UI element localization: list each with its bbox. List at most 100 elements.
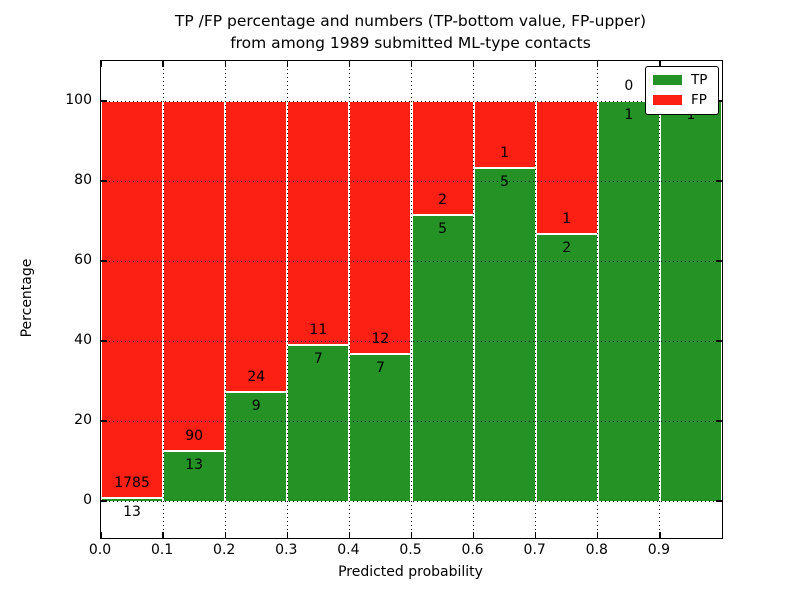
fp-count-label-0.3-0.4: 11: [309, 322, 328, 339]
chart-title-line1: TP /FP percentage and numbers (TP-bottom…: [174, 12, 647, 30]
bar-tp-0.4-0.5: [349, 353, 412, 501]
gridline-x-0.8: [597, 61, 599, 538]
bar-tp-0.1-0.2: [163, 450, 226, 501]
fp-count-label-0.8-0.9: 0: [624, 78, 634, 94]
tp-count-label-0.0-0.1: 13: [123, 504, 141, 521]
xtick-bottom-0.3: [286, 532, 288, 538]
fp-count-label-0.4-0.5: 12: [371, 330, 390, 347]
fp-count-label-0.0-0.1: 1785: [114, 475, 150, 492]
xtick-bottom-0.5: [410, 532, 413, 538]
xtick-bottom-0.1: [162, 532, 164, 538]
gridline-x-0.3: [286, 61, 288, 538]
xtick-top-0.8: [597, 61, 599, 67]
xtick-bottom-0.2: [224, 532, 226, 538]
x-tick-label-0.4: 0.4: [337, 542, 360, 558]
xtick-bottom-0.4: [348, 532, 351, 538]
bar-fp-0.3-0.4: [287, 101, 350, 346]
xtick-top-0.0: [100, 61, 102, 67]
ytick-right-100: [716, 100, 722, 102]
bar-fp-0.0-0.1: [101, 101, 164, 499]
tp-count-label-0.3-0.4: 7: [313, 351, 323, 368]
x-tick-label-0.0: 0.0: [88, 542, 112, 558]
y-tick-label-20: 20: [74, 412, 92, 428]
legend-swatch-fp-icon: [653, 95, 682, 105]
legend-label-tp: TP: [691, 72, 708, 88]
xtick-bottom-0.6: [472, 532, 475, 538]
bar-fp-0.1-0.2: [163, 101, 226, 451]
bar-tp-0.5-0.6: [411, 215, 474, 501]
plot-area: TP FP 1785 13 90 13 24 9 11 7 12 7 2 5 1 5 1 2 0 1 1: [100, 60, 723, 539]
bar-tp-0.0-0.1: [101, 498, 164, 501]
legend-swatch-tp-icon: [653, 75, 682, 85]
gridline-x-0.5: [411, 61, 412, 538]
y-tick-label-80: 80: [74, 172, 92, 188]
xtick-top-0.2: [224, 61, 226, 67]
x-tick-label-0.6: 0.6: [461, 542, 484, 558]
xtick-bottom-0.8: [597, 532, 599, 538]
tp-count-label-0.5-0.6: 5: [438, 221, 448, 238]
fp-count-label-0.1-0.2: 90: [185, 427, 204, 444]
ytick-right-40: [716, 340, 722, 342]
xtick-top-0.6: [472, 61, 475, 67]
xtick-top-0.1: [162, 61, 164, 67]
xtick-top-0.3: [286, 61, 288, 67]
gridline-x-0.2: [224, 61, 226, 538]
y-tick-label-60: 60: [74, 252, 92, 268]
fp-count-label-0.5-0.6: 2: [438, 192, 448, 209]
gridline-x-0.1: [162, 61, 164, 538]
tp-count-label-0.7-0.8: 2: [562, 240, 572, 257]
gridline-x-0.6: [473, 61, 475, 538]
bar-fp-0.6-0.7: [473, 101, 536, 168]
y-axis-label: Percentage: [19, 258, 35, 338]
tp-count-label-0.4-0.5: 7: [375, 359, 385, 376]
bar-tp-0.8-0.9: [597, 101, 660, 501]
fp-count-label-0.6-0.7: 1: [500, 144, 510, 161]
x-tick-label-0.8: 0.8: [585, 542, 608, 558]
bar-tp-0.9-1.0: [659, 101, 722, 501]
ytick-left-80: [101, 180, 107, 182]
gridline-x-0.7: [535, 61, 537, 538]
tp-count-label-0.2-0.3: 9: [251, 397, 261, 414]
tp-count-label-0.9-1.0: 1: [686, 107, 696, 123]
ytick-left-60: [101, 260, 107, 262]
y-tick-label-100: 100: [65, 92, 92, 108]
ytick-left-100: [101, 100, 107, 102]
x-tick-label-0.2: 0.2: [213, 542, 236, 558]
xtick-bottom-0.7: [535, 532, 537, 538]
legend-entry-tp: TP: [653, 73, 711, 87]
legend-entry-fp: FP: [653, 93, 711, 107]
tp-count-label-0.1-0.2: 13: [185, 456, 204, 473]
bar-tp-0.6-0.7: [473, 167, 536, 501]
x-tick-label-0.3: 0.3: [275, 542, 298, 558]
ytick-left-0: [101, 500, 107, 502]
tp-count-label-0.8-0.9: 1: [624, 107, 634, 123]
chart-title-line2: from among 1989 submitted ML-type contac…: [230, 34, 591, 52]
ytick-left-20: [101, 420, 107, 422]
bar-fp-0.7-0.8: [535, 101, 598, 235]
y-tick-label-40: 40: [74, 332, 92, 348]
y-tick-label-0: 0: [83, 492, 92, 508]
ytick-right-0: [716, 500, 722, 502]
xtick-top-0.9: [659, 61, 661, 67]
gridline-x-0.9: [659, 61, 661, 538]
bar-fp-0.4-0.5: [349, 101, 412, 354]
bar-tp-0.7-0.8: [535, 234, 598, 501]
fp-count-label-0.2-0.3: 24: [247, 368, 266, 385]
ytick-right-20: [716, 420, 722, 422]
xtick-top-0.5: [410, 61, 413, 67]
bar-tp-0.3-0.4: [287, 345, 350, 501]
x-tick-label-0.5: 0.5: [399, 542, 422, 558]
fp-count-label-0.7-0.8: 1: [562, 211, 572, 228]
gridline-x-0.4: [348, 61, 350, 538]
x-tick-label-0.7: 0.7: [523, 542, 546, 558]
x-tick-label-0.9: 0.9: [647, 542, 671, 558]
x-tick-label-0.1: 0.1: [150, 542, 174, 558]
tp-count-label-0.6-0.7: 5: [500, 173, 510, 190]
ytick-left-40: [101, 340, 107, 342]
chart-title: TP /FP percentage and numbers (TP-bottom…: [100, 10, 721, 54]
legend: TP FP: [645, 66, 719, 115]
ytick-right-80: [716, 180, 722, 182]
bar-fp-0.2-0.3: [225, 101, 288, 392]
x-axis-label: Predicted probability: [338, 564, 483, 580]
